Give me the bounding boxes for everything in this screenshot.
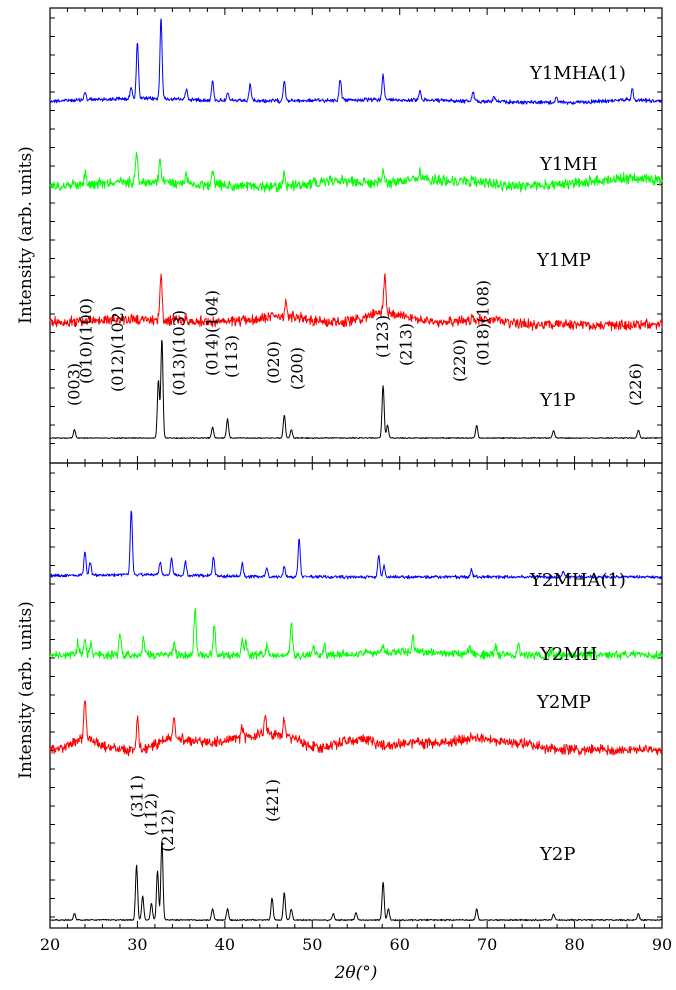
series-label: Y1MH bbox=[539, 154, 597, 175]
bottom-panel-hkl-labels: (311)(112)(212) (421) bbox=[127, 775, 282, 852]
x-tick-label: 40 bbox=[215, 935, 235, 954]
series-label: Y2MHA(1) bbox=[529, 570, 626, 591]
series-line-y2mh bbox=[49, 608, 663, 661]
series-label: Y1P bbox=[539, 390, 575, 411]
x-axis-label: 2θ(°) bbox=[334, 963, 378, 983]
hkl-label: (020) bbox=[264, 341, 283, 384]
hkl-label: (010)(100) bbox=[77, 298, 96, 384]
series-label: Y2MP bbox=[536, 692, 591, 713]
x-tick-label: 70 bbox=[477, 935, 497, 954]
x-tick-label: 90 bbox=[652, 935, 672, 954]
series-line-y2p bbox=[49, 841, 663, 922]
series-line-y1mha-1- bbox=[49, 18, 663, 106]
hkl-label: (200) bbox=[287, 347, 306, 390]
hkl-label: (013)(103) bbox=[169, 310, 188, 396]
bottom-panel-traces bbox=[49, 510, 663, 922]
hkl-label: (123) bbox=[373, 315, 392, 358]
x-tick-label: 50 bbox=[302, 935, 322, 954]
bottom-panel-series-labels: Y2MHA(1) Y2MH Y2MP Y2P bbox=[529, 570, 626, 865]
series-label: Y1MHA(1) bbox=[529, 63, 626, 84]
hkl-label: (311) bbox=[127, 775, 146, 818]
top-y-axis-label: Intensity (arb. units) bbox=[16, 146, 36, 324]
hkl-label: (014)(104) bbox=[203, 290, 222, 376]
hkl-label: (421) bbox=[263, 779, 282, 822]
hkl-label: (212) bbox=[158, 809, 177, 852]
x-tick-label: 20 bbox=[40, 935, 60, 954]
top-panel-hkl-labels: (003)(010)(100) (012)(102) (013)(103) (014)… bbox=[65, 280, 645, 406]
bottom-y-axis-label: Intensity (arb. units) bbox=[16, 601, 36, 779]
series-label: Y2P bbox=[539, 844, 575, 865]
hkl-label: (012)(102) bbox=[108, 306, 127, 392]
hkl-label: (018)(108) bbox=[474, 280, 493, 366]
hkl-label: (113) bbox=[222, 335, 241, 378]
x-tick-label: 80 bbox=[564, 935, 584, 954]
series-line-y2mha-1- bbox=[49, 510, 663, 580]
hkl-label: (112) bbox=[141, 793, 160, 836]
hkl-label: (003) bbox=[65, 363, 84, 406]
x-tick-label: 60 bbox=[390, 935, 410, 954]
top-panel: Y1MHA(1) Y1MH Y1MP Y1P (003)(010)(100) (012)… bbox=[16, 7, 663, 464]
series-line-y1mh bbox=[49, 151, 663, 193]
top-panel-series-labels: Y1MHA(1) Y1MH Y1MP Y1P bbox=[529, 63, 626, 411]
hkl-label: (226) bbox=[626, 363, 645, 406]
x-tick-labels: 20 30 40 50 60 70 80 90 bbox=[40, 935, 672, 954]
series-label: Y1MP bbox=[536, 250, 591, 271]
series-line-y2mp bbox=[49, 700, 663, 757]
top-panel-traces bbox=[49, 18, 663, 440]
bottom-panel: Y2MHA(1) Y2MH Y2MP Y2P (311)(112)(212) (421)… bbox=[16, 462, 672, 983]
x-tick-label: 30 bbox=[127, 935, 147, 954]
top-panel-ticks bbox=[49, 8, 663, 463]
bottom-panel-ticks bbox=[49, 463, 663, 928]
series-line-y1mp bbox=[49, 273, 663, 332]
series-line-y1p bbox=[49, 339, 663, 440]
hkl-label: (213) bbox=[397, 323, 416, 366]
hkl-label: (220) bbox=[450, 339, 469, 382]
series-label: Y2MH bbox=[539, 644, 597, 665]
